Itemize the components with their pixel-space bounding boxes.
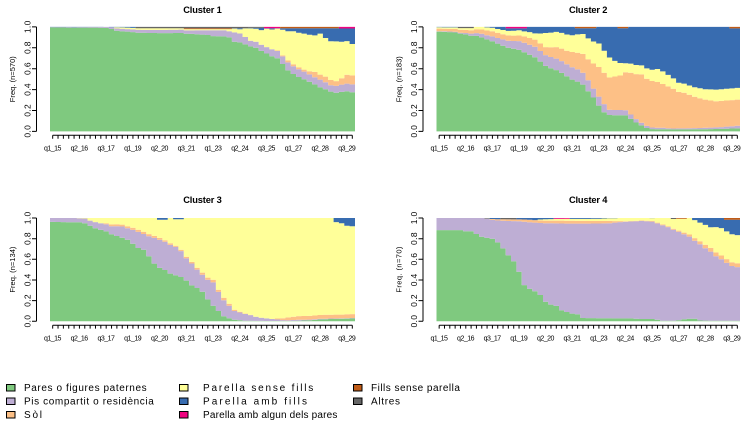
svg-text:0.4: 0.4 — [23, 273, 33, 286]
svg-text:Fills sense parella: Fills sense parella — [371, 383, 460, 394]
svg-text:Cluster 4: Cluster 4 — [569, 195, 608, 205]
svg-text:q1_27: q1_27 — [285, 336, 303, 343]
svg-text:q2_28: q2_28 — [697, 146, 715, 153]
svg-text:q2_20: q2_20 — [537, 336, 555, 343]
svg-text:q3_17: q3_17 — [97, 146, 115, 153]
svg-text:Parella amb algun dels pares: Parella amb algun dels pares — [203, 410, 337, 421]
svg-text:q2_28: q2_28 — [311, 336, 329, 343]
svg-text:Cluster 3: Cluster 3 — [183, 195, 222, 205]
svg-text:q3_21: q3_21 — [564, 146, 582, 153]
svg-text:0.8: 0.8 — [23, 232, 33, 245]
svg-text:q3_21: q3_21 — [178, 146, 196, 153]
svg-text:0.4: 0.4 — [23, 83, 33, 96]
svg-text:q1_23: q1_23 — [590, 146, 608, 153]
svg-text:q3_29: q3_29 — [723, 146, 741, 153]
svg-text:q1_23: q1_23 — [204, 146, 222, 153]
svg-text:1.0: 1.0 — [409, 20, 419, 33]
svg-text:Parella amb fills: Parella amb fills — [203, 397, 307, 408]
svg-text:0.8: 0.8 — [23, 41, 33, 54]
svg-text:q2_20: q2_20 — [151, 336, 169, 343]
svg-text:0.0: 0.0 — [23, 125, 33, 138]
svg-text:Parella sense fills: Parella sense fills — [203, 383, 313, 394]
svg-text:Freq. (n=70): Freq. (n=70) — [395, 246, 404, 293]
svg-text:Cluster 2: Cluster 2 — [569, 5, 608, 15]
svg-text:q3_21: q3_21 — [564, 336, 582, 343]
svg-text:Freq. (n=183): Freq. (n=183) — [395, 56, 404, 103]
svg-text:0.2: 0.2 — [409, 294, 419, 307]
svg-text:1.0: 1.0 — [409, 211, 419, 224]
svg-text:q2_24: q2_24 — [617, 336, 635, 343]
svg-text:q1_15: q1_15 — [430, 336, 448, 343]
svg-text:0.8: 0.8 — [409, 232, 419, 245]
svg-text:1.0: 1.0 — [23, 211, 33, 224]
svg-text:0.2: 0.2 — [23, 104, 33, 117]
svg-text:q2_16: q2_16 — [457, 146, 475, 153]
svg-text:q1_15: q1_15 — [44, 336, 62, 343]
svg-text:0.0: 0.0 — [23, 315, 33, 328]
svg-text:Pis compartit o residència: Pis compartit o residència — [24, 397, 154, 408]
svg-text:q3_25: q3_25 — [258, 146, 276, 153]
svg-text:q1_27: q1_27 — [670, 146, 688, 153]
svg-text:0.8: 0.8 — [409, 41, 419, 54]
svg-text:0.0: 0.0 — [409, 315, 419, 328]
svg-text:q1_15: q1_15 — [44, 146, 62, 153]
svg-text:q1_15: q1_15 — [430, 146, 448, 153]
svg-text:q1_19: q1_19 — [510, 146, 528, 153]
svg-text:0.6: 0.6 — [409, 253, 419, 266]
svg-text:0.2: 0.2 — [409, 104, 419, 117]
svg-text:Pares o figures paternes: Pares o figures paternes — [24, 383, 147, 394]
svg-text:q2_24: q2_24 — [231, 146, 249, 153]
svg-text:q2_20: q2_20 — [151, 146, 169, 153]
svg-text:q3_29: q3_29 — [338, 336, 356, 343]
svg-text:0.4: 0.4 — [409, 83, 419, 96]
svg-text:Freq. (n=570): Freq. (n=570) — [8, 56, 17, 103]
svg-text:q2_24: q2_24 — [231, 336, 249, 343]
svg-text:q2_16: q2_16 — [71, 336, 89, 343]
svg-text:q3_29: q3_29 — [338, 146, 356, 153]
svg-text:q1_27: q1_27 — [285, 146, 303, 153]
svg-text:q2_24: q2_24 — [617, 146, 635, 153]
svg-text:q2_28: q2_28 — [697, 336, 715, 343]
svg-text:q1_27: q1_27 — [670, 336, 688, 343]
svg-text:Freq. (n=134): Freq. (n=134) — [8, 246, 17, 293]
svg-text:Cluster 1: Cluster 1 — [183, 5, 222, 15]
svg-text:q1_23: q1_23 — [590, 336, 608, 343]
svg-text:q1_19: q1_19 — [124, 336, 142, 343]
svg-text:0.6: 0.6 — [23, 253, 33, 266]
svg-text:q3_17: q3_17 — [484, 146, 502, 153]
svg-text:q3_25: q3_25 — [643, 146, 661, 153]
svg-text:q3_17: q3_17 — [97, 336, 115, 343]
svg-text:q3_29: q3_29 — [723, 336, 741, 343]
svg-text:Altres: Altres — [371, 397, 400, 408]
svg-text:q2_16: q2_16 — [457, 336, 475, 343]
svg-text:0.6: 0.6 — [409, 62, 419, 75]
svg-text:q3_25: q3_25 — [258, 336, 276, 343]
svg-text:0.0: 0.0 — [409, 125, 419, 138]
svg-text:1.0: 1.0 — [23, 20, 33, 33]
svg-text:q3_17: q3_17 — [484, 336, 502, 343]
svg-text:q2_20: q2_20 — [537, 146, 555, 153]
svg-text:Sòl: Sòl — [24, 410, 42, 421]
svg-text:q3_25: q3_25 — [643, 336, 661, 343]
svg-text:q1_19: q1_19 — [124, 146, 142, 153]
svg-text:q1_23: q1_23 — [204, 336, 222, 343]
svg-text:0.6: 0.6 — [23, 62, 33, 75]
svg-text:q2_28: q2_28 — [311, 146, 329, 153]
svg-text:q3_21: q3_21 — [178, 336, 196, 343]
svg-text:q1_19: q1_19 — [510, 336, 528, 343]
svg-text:q2_16: q2_16 — [71, 146, 89, 153]
svg-text:0.2: 0.2 — [23, 294, 33, 307]
svg-text:0.4: 0.4 — [409, 273, 419, 286]
